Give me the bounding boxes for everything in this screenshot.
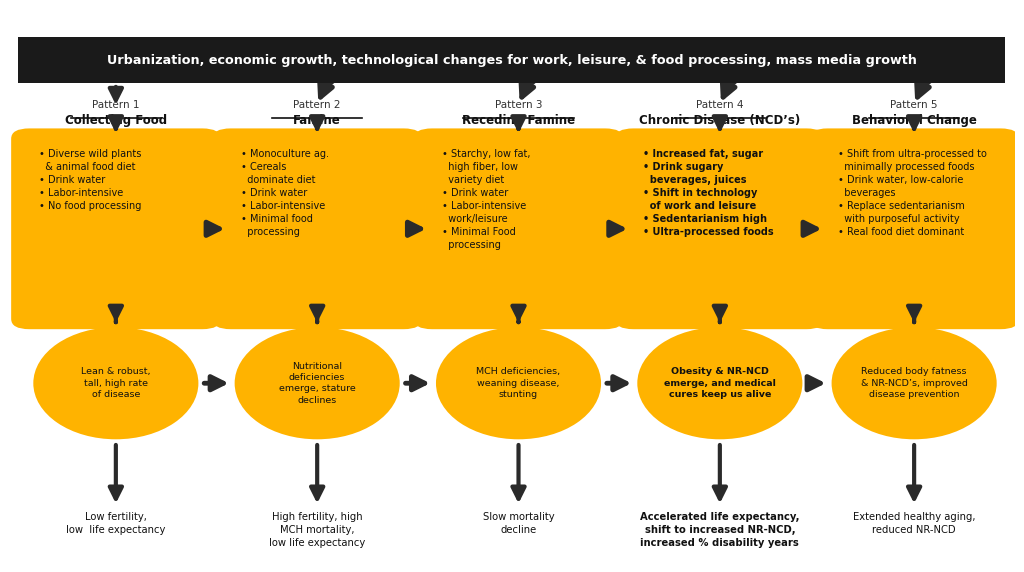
Text: Low fertility,
low  life expectancy: Low fertility, low life expectancy xyxy=(67,512,166,535)
Text: Nutritional
deficiencies
emerge, stature
declines: Nutritional deficiencies emerge, stature… xyxy=(279,362,355,405)
Text: Pattern 4: Pattern 4 xyxy=(696,100,743,110)
Bar xyxy=(18,37,1005,83)
Text: Pattern 1: Pattern 1 xyxy=(92,100,139,110)
FancyBboxPatch shape xyxy=(11,129,220,329)
Text: Slow mortality
decline: Slow mortality decline xyxy=(482,512,554,535)
Text: • Monoculture ag.
• Cereals
  dominate diet
• Drink water
• Labor-intensive
• Mi: • Monoculture ag. • Cereals dominate die… xyxy=(241,149,329,237)
Ellipse shape xyxy=(234,327,399,439)
Text: • Starchy, low fat,
  high fiber, low
  variety diet
• Drink water
• Labor-inten: • Starchy, low fat, high fiber, low vari… xyxy=(442,149,530,251)
Ellipse shape xyxy=(831,327,996,439)
Text: High fertility, high
MCH mortality,
low life expectancy: High fertility, high MCH mortality, low … xyxy=(269,512,366,549)
Ellipse shape xyxy=(34,327,199,439)
Text: Extended healthy aging,
reduced NR-NCD: Extended healthy aging, reduced NR-NCD xyxy=(853,512,976,535)
Text: Obesity & NR-NCD
emerge, and medical
cures keep us alive: Obesity & NR-NCD emerge, and medical cur… xyxy=(664,367,776,399)
Text: Behavioral Change: Behavioral Change xyxy=(852,114,977,128)
FancyBboxPatch shape xyxy=(213,129,422,329)
Text: Accelerated life expectancy,
shift to increased NR-NCD,
increased % disability y: Accelerated life expectancy, shift to in… xyxy=(640,512,800,549)
Text: Collecting Food: Collecting Food xyxy=(65,114,167,128)
Text: Famine: Famine xyxy=(293,114,341,128)
Text: • Increased fat, sugar
• Drink sugary
  beverages, juices
• Shift in technology
: • Increased fat, sugar • Drink sugary be… xyxy=(643,149,774,237)
Text: Pattern 3: Pattern 3 xyxy=(495,100,543,110)
FancyBboxPatch shape xyxy=(809,129,1019,329)
Text: • Diverse wild plants
  & animal food diet
• Drink water
• Labor-intensive
• No : • Diverse wild plants & animal food diet… xyxy=(39,149,141,211)
Text: Lean & robust,
tall, high rate
of disease: Lean & robust, tall, high rate of diseas… xyxy=(81,367,151,399)
Text: • Shift from ultra-processed to
  minimally processed foods
• Drink water, low-c: • Shift from ultra-processed to minimall… xyxy=(838,149,986,237)
Text: Urbanization, economic growth, technological changes for work, leisure, & food p: Urbanization, economic growth, technolog… xyxy=(106,54,916,66)
Text: Chronic Disease (NCD’s): Chronic Disease (NCD’s) xyxy=(639,114,801,128)
Text: Receding Famine: Receding Famine xyxy=(462,114,575,128)
Text: Pattern 5: Pattern 5 xyxy=(891,100,938,110)
Text: Reduced body fatness
& NR-NCD’s, improved
disease prevention: Reduced body fatness & NR-NCD’s, improve… xyxy=(861,367,968,399)
Text: MCH deficiencies,
weaning disease,
stunting: MCH deficiencies, weaning disease, stunt… xyxy=(476,367,560,399)
FancyBboxPatch shape xyxy=(615,129,824,329)
Ellipse shape xyxy=(637,327,803,439)
Ellipse shape xyxy=(436,327,601,439)
Text: Pattern 2: Pattern 2 xyxy=(294,100,341,110)
FancyBboxPatch shape xyxy=(414,129,624,329)
